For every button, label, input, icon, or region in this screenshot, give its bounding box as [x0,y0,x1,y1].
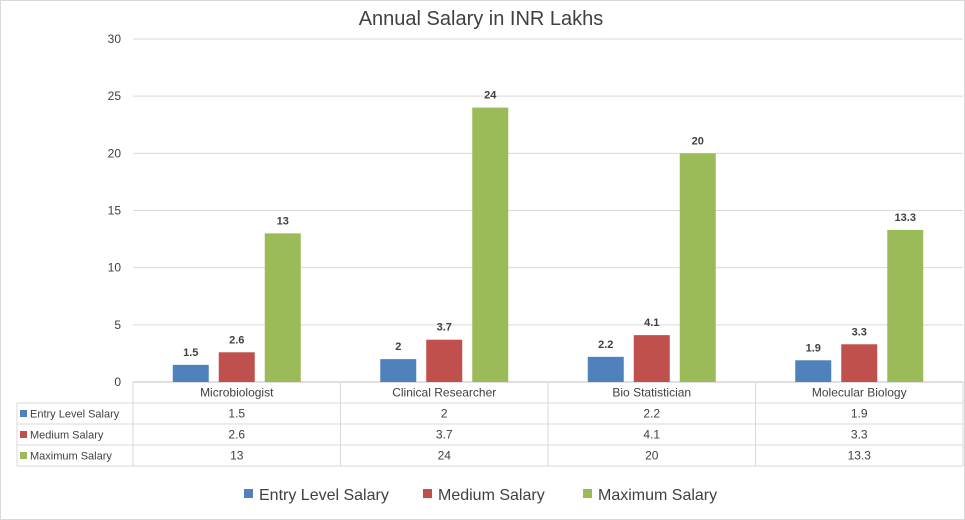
data-label: 20 [692,135,704,147]
table-cell: 4.1 [643,428,660,442]
y-tick-label: 25 [108,89,122,103]
y-tick-label: 15 [108,204,122,218]
data-label: 4.1 [644,317,659,329]
legend-label: Medium Salary [438,487,545,504]
table-cell: 2.6 [228,428,245,442]
data-table: Microbiologist Clinical Researcher Bio Sta… [16,382,964,467]
table-row-header: Maximum Salary [30,451,112,463]
legend-label: Entry Level Salary [259,487,389,504]
table-cell: 24 [438,449,452,463]
bar [426,339,463,382]
x-category-label: Molecular Biology [812,386,907,400]
bar [887,229,924,382]
data-labels: 1.5 2.6 13 2 3.7 24 2.2 4.1 20 1.9 3.3 13.3 [183,90,916,359]
y-axis-ticks: 0 5 10 15 20 25 30 [108,32,122,389]
data-label: 3.7 [437,322,452,334]
table-cell: 13 [230,449,244,463]
data-label: 13.3 [895,212,916,224]
bar [264,233,301,382]
legend-key [423,489,432,498]
data-label: 1.5 [183,347,198,359]
table-cell: 13.3 [848,449,872,463]
y-tick-label: 5 [114,318,121,332]
data-label: 1.9 [806,342,821,354]
chart-title: Annual Salary in INR Lakhs [359,8,604,30]
table-row-header: Medium Salary [30,430,104,442]
legend: Entry Level Salary Medium Salary Maximum S… [244,487,717,504]
y-tick-label: 10 [108,261,122,275]
bar [795,360,832,382]
table-row-header: Entry Level Salary [30,409,120,421]
x-category-label: Microbiologist [200,386,274,400]
data-label: 24 [484,90,497,102]
bar [472,107,509,382]
table-cell: 2.2 [643,407,660,421]
y-tick-label: 20 [108,146,122,160]
table-cell: 20 [645,449,659,463]
legend-key [583,489,592,498]
table-legend-key [20,431,27,438]
data-label: 2.2 [598,339,613,351]
x-category-label: Clinical Researcher [392,386,496,400]
bar [633,335,670,382]
data-label: 2 [395,341,401,353]
bar [172,364,209,382]
y-tick-label: 30 [108,32,122,46]
data-label: 2.6 [229,334,244,346]
data-label: 3.3 [852,326,867,338]
table-cell: 1.9 [851,407,868,421]
bar [841,344,878,382]
bar [218,352,255,382]
legend-label: Maximum Salary [598,487,717,504]
table-legend-key [20,410,27,417]
grid-lines [133,38,963,383]
bar [380,359,417,382]
table-cell: 1.5 [228,407,245,421]
table-cell: 3.3 [851,428,868,442]
bars [172,107,924,382]
table-legend-key [20,452,27,459]
y-tick-label: 0 [114,375,121,389]
bar [587,356,624,382]
x-category-label: Bio Statistician [612,386,691,400]
data-label: 13 [277,215,289,227]
table-cell: 2 [441,407,448,421]
legend-key [244,489,253,498]
bar [679,153,716,382]
table-cell: 3.7 [436,428,453,442]
